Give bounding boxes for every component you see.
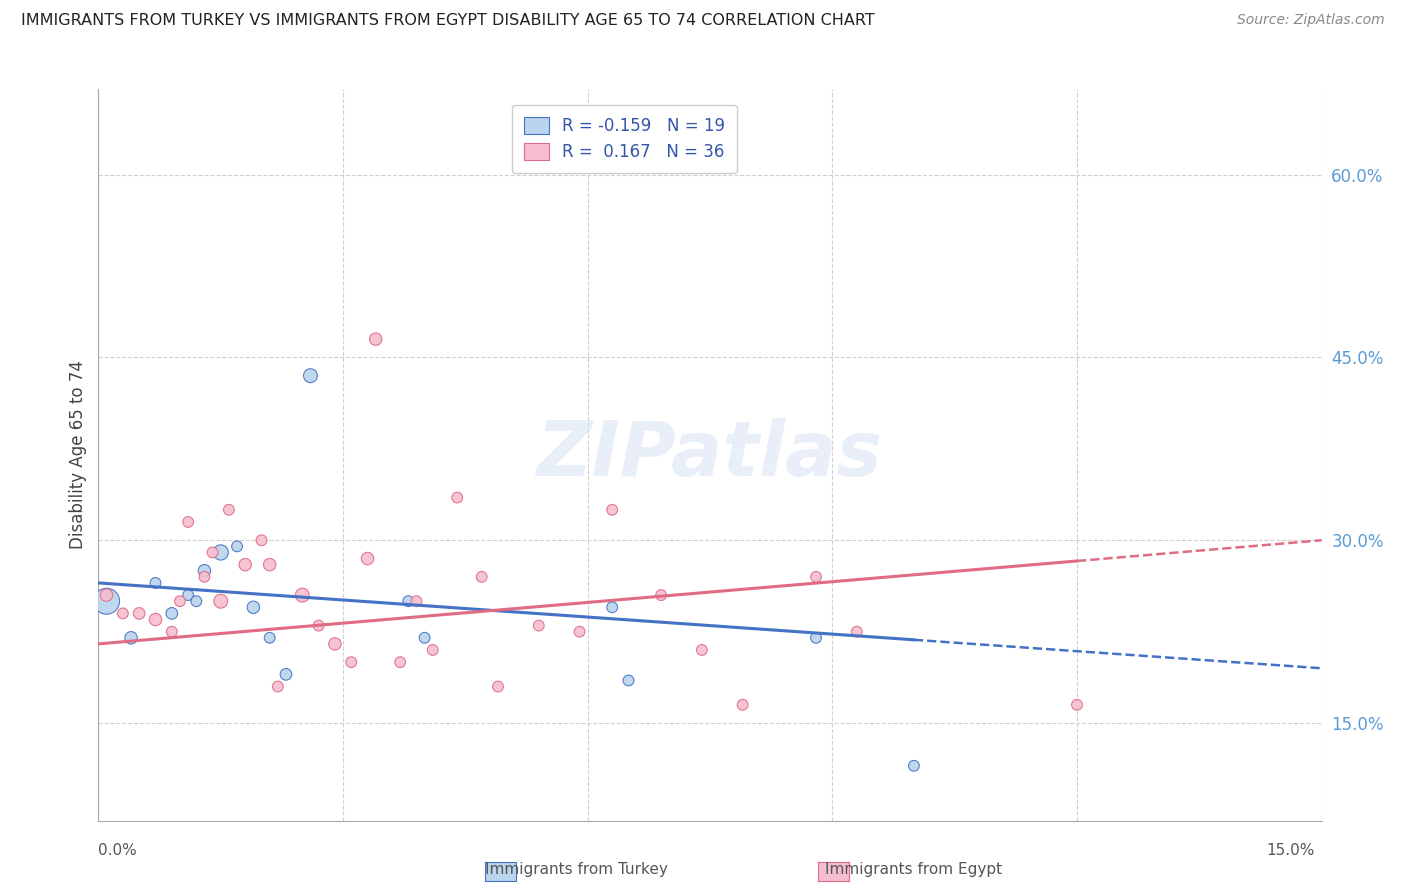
Point: [226, 540, 249, 554]
Point: [111, 607, 134, 621]
Text: 0.0%: 0.0%: [98, 843, 138, 858]
Point: [160, 607, 183, 621]
Text: IMMIGRANTS FROM TURKEY VS IMMIGRANTS FROM EGYPT DISABILITY AGE 65 TO 74 CORRELAT: IMMIGRANTS FROM TURKEY VS IMMIGRANTS FRO…: [21, 13, 875, 29]
Point: [405, 594, 427, 608]
Point: [308, 618, 330, 632]
Text: Source: ZipAtlas.com: Source: ZipAtlas.com: [1237, 13, 1385, 28]
Point: [209, 594, 232, 608]
Point: [274, 667, 297, 681]
Point: [160, 624, 183, 639]
Point: [396, 594, 419, 608]
Text: 15.0%: 15.0%: [1267, 843, 1315, 858]
Point: [259, 558, 281, 572]
Point: [731, 698, 754, 712]
Point: [323, 637, 346, 651]
Point: [486, 680, 509, 694]
Point: [690, 643, 713, 657]
Point: [177, 588, 200, 602]
Point: [413, 631, 436, 645]
Point: [96, 594, 118, 608]
Point: [356, 551, 378, 566]
Legend: R = -0.159   N = 19, R =  0.167   N = 36: R = -0.159 N = 19, R = 0.167 N = 36: [512, 105, 737, 173]
Point: [169, 594, 191, 608]
Point: [242, 600, 264, 615]
Point: [193, 564, 215, 578]
Point: [201, 545, 224, 559]
Point: [600, 600, 623, 615]
Point: [617, 673, 640, 688]
Y-axis label: Disability Age 65 to 74: Disability Age 65 to 74: [69, 360, 87, 549]
Point: [259, 631, 281, 645]
Point: [650, 588, 672, 602]
Point: [177, 515, 200, 529]
Point: [291, 588, 314, 602]
Point: [96, 588, 118, 602]
Point: [128, 607, 150, 621]
Point: [120, 631, 142, 645]
Point: [804, 631, 827, 645]
Point: [845, 624, 868, 639]
Point: [364, 332, 387, 346]
Point: [250, 533, 273, 548]
Point: [471, 570, 494, 584]
Point: [1066, 698, 1088, 712]
Point: [422, 643, 444, 657]
Point: [903, 758, 925, 772]
Point: [233, 558, 256, 572]
Text: Immigrants from Egypt: Immigrants from Egypt: [825, 863, 1002, 877]
Point: [299, 368, 322, 383]
Point: [389, 655, 412, 669]
Text: Immigrants from Turkey: Immigrants from Turkey: [485, 863, 668, 877]
Point: [600, 503, 623, 517]
Point: [568, 624, 591, 639]
Point: [186, 594, 208, 608]
Point: [804, 570, 827, 584]
Point: [145, 613, 167, 627]
Point: [340, 655, 363, 669]
Point: [209, 545, 232, 559]
Point: [446, 491, 468, 505]
Point: [527, 618, 550, 632]
Point: [193, 570, 215, 584]
Text: ZIPatlas: ZIPatlas: [537, 418, 883, 491]
Point: [267, 680, 290, 694]
Point: [218, 503, 240, 517]
Point: [145, 576, 167, 591]
